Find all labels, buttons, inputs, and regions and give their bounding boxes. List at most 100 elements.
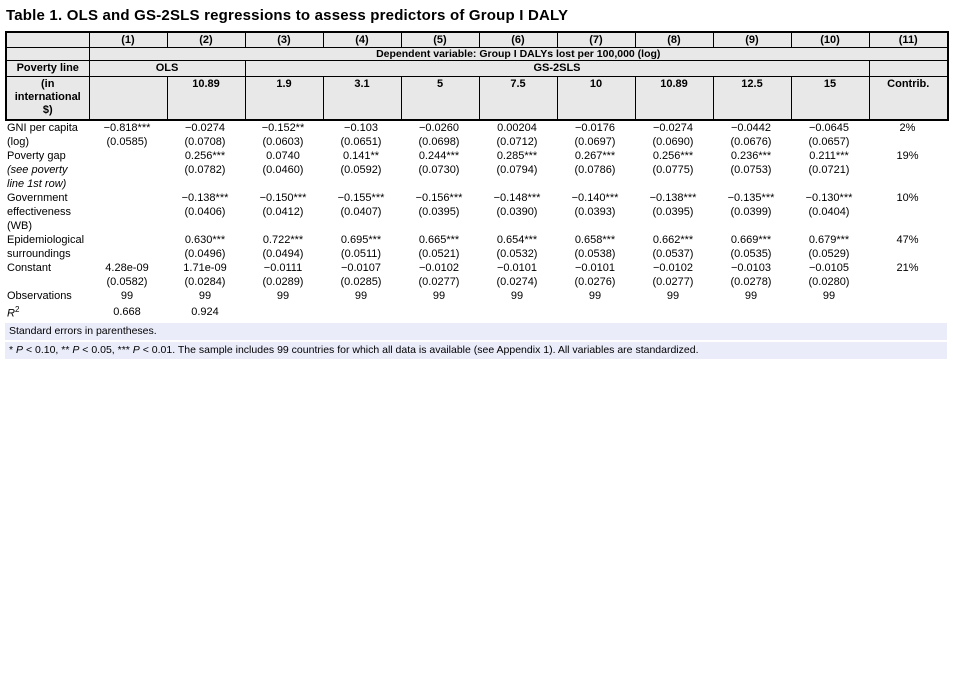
value-cell: (0.0280) <box>808 276 850 288</box>
value-cell: 0.665*** <box>418 234 460 246</box>
value-cell: (0.0657) <box>808 136 850 148</box>
value-cell <box>88 177 166 191</box>
value-cell: (0.0390) <box>496 206 538 218</box>
page: Table 1. OLS and GS-2SLS regressions to … <box>5 7 949 359</box>
row-label: R2 <box>7 305 20 320</box>
row-label: Constant <box>7 262 52 274</box>
value-cell: −0.0260 <box>418 122 460 134</box>
value-cell <box>478 177 556 191</box>
column-number: (6) <box>478 31 558 48</box>
value-cell <box>88 233 166 247</box>
table-row: effectiveness (0.0406) (0.0412) (0.0407) (0.… <box>5 205 947 219</box>
value-cell: (0.0412) <box>262 206 304 218</box>
table-row: GNI per capita −0.818*** −0.0274 −0.152** −0… <box>5 121 947 135</box>
poverty-line-subheader: (in international $) <box>5 75 90 121</box>
value-cell: (0.0690) <box>652 136 694 148</box>
value-cell: (0.0393) <box>574 206 616 218</box>
value-cell: (0.0651) <box>340 136 382 148</box>
value-cell <box>790 303 868 321</box>
value-cell: 0.668 <box>113 305 141 318</box>
value-cell: (0.0721) <box>808 164 850 176</box>
value-cell: −0.0102 <box>418 262 460 274</box>
value-cell <box>88 205 166 219</box>
value-cell <box>244 303 322 321</box>
value-cell: 99 <box>822 290 836 302</box>
value-cell <box>244 219 322 233</box>
value-cell: −0.140*** <box>571 192 619 204</box>
table-row: Poverty gap 0.256*** 0.0740 0.141** 0.244***… <box>5 149 947 163</box>
value-cell: 99 <box>510 290 524 302</box>
value-cell <box>868 275 947 289</box>
row-label: GNI per capita <box>7 122 78 134</box>
value-cell: −0.0105 <box>808 262 850 274</box>
column-number: (9) <box>712 31 792 48</box>
value-cell: 0.236*** <box>730 150 772 162</box>
poverty-line-value: 7.5 <box>478 75 558 121</box>
value-cell <box>556 177 634 191</box>
row-label: (WB) <box>7 220 33 232</box>
value-cell: (0.0278) <box>730 276 772 288</box>
table-row: R2 0.668 0.924 <box>5 303 947 321</box>
value-cell: −0.0274 <box>652 122 694 134</box>
value-cell: −0.135*** <box>727 192 775 204</box>
table-row: Observations 99 99 99 99 99 99 99 99 99 99 <box>5 289 947 303</box>
notes-text-segment: < 0.01. The sample includes 99 countries… <box>139 343 699 356</box>
method-row: Poverty line OLS GS-2SLS <box>5 59 949 77</box>
value-cell <box>868 219 947 233</box>
table-row: Epidemiological 0.630*** 0.722*** 0.695*** 0… <box>5 233 947 247</box>
row-label: Government <box>7 192 68 204</box>
value-cell: −0.0107 <box>340 262 382 274</box>
value-cell: (0.0712) <box>496 136 538 148</box>
value-cell <box>790 177 868 191</box>
value-cell: 0.00204 <box>497 122 537 134</box>
value-cell: (0.0284) <box>184 276 226 288</box>
value-cell: 99 <box>666 290 680 302</box>
contrib-header: Contrib. <box>868 75 949 121</box>
value-cell <box>868 163 947 177</box>
column-number: (8) <box>634 31 714 48</box>
regression-table-header: (1) (2) (3) (4) (5) (6) (7) (8) (9) (10)… <box>5 31 949 121</box>
value-cell <box>790 219 868 233</box>
value-cell <box>88 247 166 261</box>
value-cell: (0.0289) <box>262 276 304 288</box>
poverty-line-value: 5 <box>400 75 480 121</box>
value-cell <box>400 177 478 191</box>
notes-text-segment: * <box>9 343 17 356</box>
value-cell: (0.0532) <box>496 248 538 260</box>
value-cell: 0.654*** <box>496 234 538 246</box>
poverty-line-value: 1.9 <box>244 75 324 121</box>
value-cell: 0.722*** <box>262 234 304 246</box>
row-label: Observations <box>7 290 72 302</box>
value-cell: −0.138*** <box>649 192 697 204</box>
value-cell: (0.0775) <box>652 164 694 176</box>
dependent-variable-label: Dependent variable: Group I DALYs lost p… <box>88 46 949 61</box>
value-cell: (0.0395) <box>418 206 460 218</box>
value-cell: (0.0407) <box>340 206 382 218</box>
table-row: surroundings (0.0496) (0.0494) (0.0511) (0.0… <box>5 247 947 261</box>
value-cell: 0.679*** <box>808 234 850 246</box>
value-cell: (0.0676) <box>730 136 772 148</box>
value-cell <box>634 177 712 191</box>
dependent-variable-row: Dependent variable: Group I DALYs lost p… <box>5 46 949 61</box>
table-row: (WB) <box>5 219 947 233</box>
value-cell <box>478 219 556 233</box>
value-cell <box>88 163 166 177</box>
value-cell: (0.0496) <box>184 248 226 260</box>
value-cell: −0.0102 <box>652 262 694 274</box>
table-row: Government −0.138*** −0.150*** −0.155*** −0.… <box>5 191 947 205</box>
value-cell: −0.0103 <box>730 262 772 274</box>
value-cell: −0.156*** <box>415 192 463 204</box>
value-cell: (0.0529) <box>808 248 850 260</box>
column-number: (2) <box>166 31 246 48</box>
value-cell: 21% <box>896 262 919 274</box>
value-cell: −0.150*** <box>259 192 307 204</box>
p-value-symbol: P <box>132 343 140 356</box>
column-number: (1) <box>88 31 168 48</box>
value-cell: 99 <box>354 290 368 302</box>
value-cell: −0.0274 <box>184 122 226 134</box>
value-cell: (0.0460) <box>262 164 304 176</box>
value-cell <box>400 219 478 233</box>
body-rows-container: GNI per capita −0.818*** −0.0274 −0.152** −0… <box>5 121 947 321</box>
value-cell: −0.152** <box>261 122 305 134</box>
value-cell: −0.148*** <box>493 192 541 204</box>
